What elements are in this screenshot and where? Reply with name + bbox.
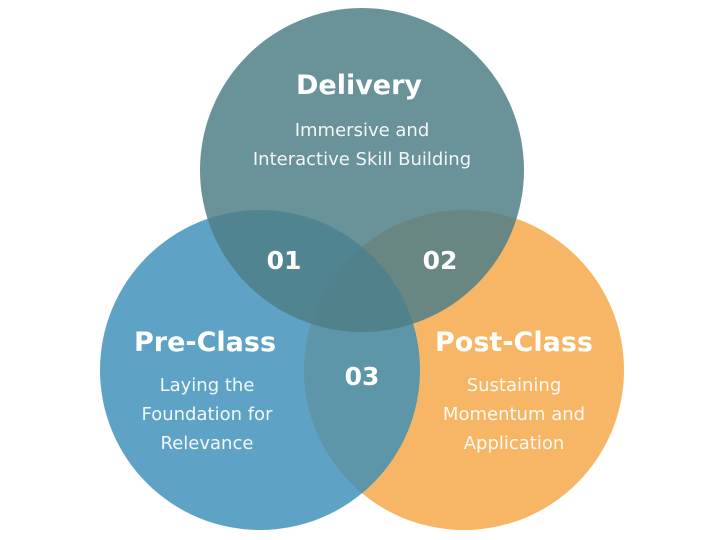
pre-class-title: Pre-Class — [134, 327, 276, 358]
pre-class-desc-line-1: Laying the — [160, 375, 255, 396]
overlap-number-01: 01 — [267, 246, 302, 275]
pre-class-desc-line-3: Relevance — [161, 433, 254, 454]
pre-class-desc-line-2: Foundation for — [142, 404, 274, 425]
post-class-desc-line-2: Momentum and — [443, 404, 585, 425]
delivery-desc-line-1: Immersive and — [295, 120, 430, 141]
overlap-number-02: 02 — [423, 246, 458, 275]
delivery-circle — [200, 8, 524, 332]
post-class-desc-line-3: Application — [464, 433, 565, 454]
overlap-number-03: 03 — [345, 362, 380, 391]
delivery-title: Delivery — [296, 70, 422, 101]
post-class-desc-line-1: Sustaining — [467, 375, 562, 396]
delivery-desc-line-2: Interactive Skill Building — [253, 149, 471, 170]
post-class-title: Post-Class — [435, 327, 593, 358]
